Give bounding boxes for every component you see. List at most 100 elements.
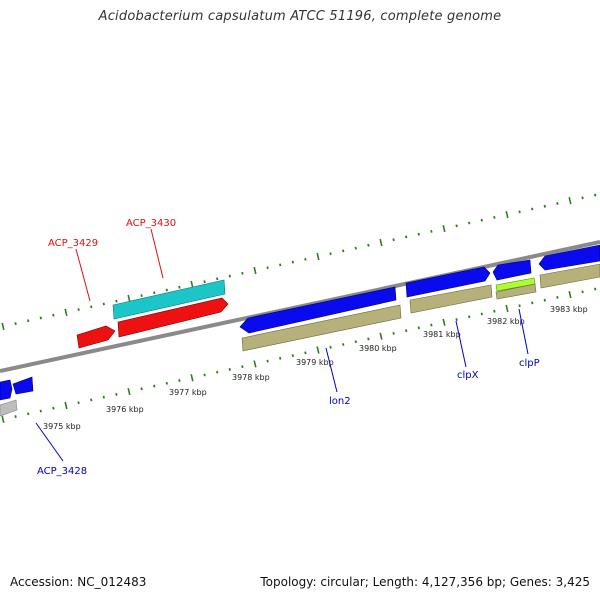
minor-tick (354, 246, 357, 250)
map-title: Acidobacterium capsulatum ATCC 51196, co… (98, 9, 502, 24)
gene-label-acp3430[interactable]: ACP_3430 (126, 218, 176, 229)
minor-tick (367, 337, 370, 341)
minor-tick (279, 263, 282, 267)
minor-tick (52, 313, 55, 317)
minor-tick (165, 381, 168, 385)
gene-feature-red[interactable] (117, 297, 229, 338)
gene-feature-blue[interactable] (0, 379, 13, 401)
gene-feature-red[interactable] (76, 325, 116, 349)
minor-tick (543, 298, 546, 302)
gene-feature-olive[interactable] (495, 283, 537, 300)
minor-tick (417, 232, 420, 236)
scale-label: 3979 kbp (296, 358, 334, 367)
minor-tick (90, 398, 93, 402)
minor-tick (228, 367, 231, 371)
minor-tick (556, 201, 559, 205)
minor-tick (581, 196, 584, 200)
major-tick (64, 401, 68, 410)
minor-tick (531, 207, 534, 211)
scale-label: 3975 kbp (43, 422, 81, 431)
minor-tick (153, 291, 156, 295)
minor-tick (329, 252, 332, 256)
scale-label: 3977 kbp (169, 388, 207, 397)
minor-tick (77, 308, 80, 312)
minor-tick (480, 218, 483, 222)
minor-tick (228, 274, 231, 278)
gene-label-lon2[interactable]: lon2 (329, 396, 351, 407)
scale-label: 3976 kbp (106, 405, 144, 414)
major-tick (127, 294, 131, 302)
minor-tick (417, 326, 420, 330)
minor-tick (291, 354, 294, 358)
gene-feature-grey[interactable] (0, 399, 18, 417)
gene-feature-blue[interactable] (538, 244, 600, 271)
gene-feature-olive[interactable] (241, 304, 402, 352)
leader-lon2 (325, 347, 338, 393)
minor-tick (115, 392, 118, 396)
leader-acp3430 (150, 228, 164, 279)
minor-tick (518, 304, 521, 308)
minor-tick (241, 271, 244, 275)
minor-tick (241, 365, 244, 369)
minor-tick (455, 224, 458, 228)
minor-tick (178, 285, 181, 289)
major-tick (127, 388, 131, 396)
minor-tick (392, 331, 395, 335)
minor-tick (518, 210, 521, 214)
minor-tick (27, 319, 30, 323)
major-tick (568, 197, 572, 205)
minor-tick (468, 315, 471, 319)
gene-label-clpp[interactable]: clpP (519, 358, 540, 369)
gene-label-clpx[interactable]: clpX (457, 370, 479, 381)
minor-tick (354, 340, 357, 344)
minor-tick (203, 373, 206, 377)
gene-label-acp3428[interactable]: ACP_3428 (37, 466, 87, 477)
major-tick (1, 415, 5, 423)
minor-tick (556, 295, 559, 299)
major-tick (379, 238, 383, 247)
minor-tick (493, 309, 496, 313)
minor-tick (39, 316, 42, 320)
minor-tick (480, 312, 483, 316)
gene-feature-blue[interactable] (239, 286, 397, 334)
gene-feature-olive[interactable] (539, 263, 600, 289)
minor-tick (455, 318, 458, 322)
minor-tick (77, 401, 80, 405)
gene-feature-olive[interactable] (409, 284, 493, 314)
scale-label: 3981 kbp (423, 330, 461, 339)
minor-tick (329, 345, 332, 349)
major-tick (505, 211, 509, 219)
major-tick (253, 266, 257, 275)
major-tick (505, 304, 509, 313)
major-tick (64, 308, 68, 316)
minor-tick (203, 280, 206, 284)
gene-feature-blue[interactable] (12, 376, 34, 395)
label-leaders (35, 228, 529, 462)
minor-tick (543, 204, 546, 208)
minor-tick (52, 406, 55, 410)
accession-text: Accession: NC_012483 (10, 575, 147, 589)
upper-tick-row (1, 193, 597, 330)
minor-tick (115, 299, 118, 303)
major-tick (568, 291, 572, 299)
minor-tick (90, 305, 93, 309)
major-tick (1, 322, 5, 330)
major-tick (316, 346, 320, 354)
minor-tick (405, 235, 408, 239)
gene-feature-cyan[interactable] (112, 279, 226, 320)
minor-tick (216, 277, 219, 281)
minor-tick (594, 287, 597, 291)
minor-tick (39, 409, 42, 413)
minor-tick (304, 257, 307, 261)
gene-feature-blue[interactable] (405, 266, 491, 298)
minor-tick (430, 323, 433, 327)
major-tick (379, 332, 383, 340)
gene-label-acp3429[interactable]: ACP_3429 (48, 238, 98, 249)
gene-feature-blue[interactable] (492, 259, 532, 281)
major-tick (442, 318, 446, 326)
minor-tick (392, 238, 395, 242)
minor-tick (279, 356, 282, 360)
major-tick (316, 252, 320, 261)
minor-tick (216, 370, 219, 374)
